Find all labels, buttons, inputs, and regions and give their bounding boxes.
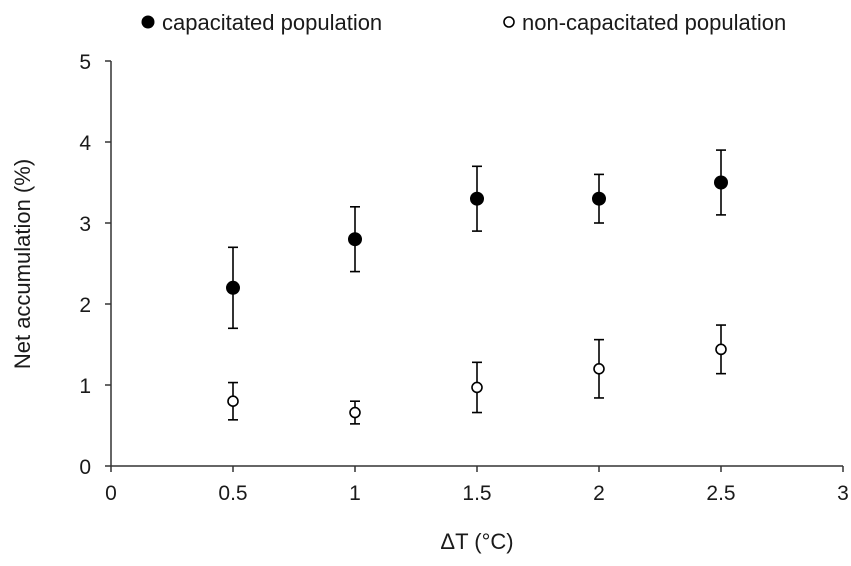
- legend-label-non-capacitated: non-capacitated population: [522, 10, 786, 35]
- data-point: [226, 280, 240, 295]
- legend-label-capacitated: capacitated population: [162, 10, 382, 35]
- y-tick-label: 5: [79, 51, 91, 74]
- series-non-capacitated: [227, 324, 727, 425]
- y-tick-label: 1: [79, 375, 91, 398]
- x-tick-label: 1.5: [462, 482, 491, 505]
- x-tick-label: 3: [837, 482, 849, 505]
- data-point: [470, 191, 484, 206]
- x-tick-label: 0.5: [218, 482, 247, 505]
- y-axis-label: Net accumulation (%): [10, 159, 35, 369]
- data-point: [593, 362, 605, 375]
- y-tick-label: 3: [79, 213, 91, 236]
- x-tick-label: 0: [105, 482, 117, 505]
- x-tick-label: 1: [349, 482, 361, 505]
- ticks: 0 0.5 1 1.5 2 2.5 3 0 1 2 3 4 5: [79, 51, 849, 505]
- data-point: [715, 343, 727, 356]
- data-point: [227, 395, 239, 408]
- legend-marker-capacitated: [141, 15, 155, 29]
- data-point: [349, 406, 361, 419]
- plot-area: [226, 149, 728, 425]
- series-capacitated: [226, 149, 728, 330]
- legend: capacitated population non-capacitated p…: [141, 10, 786, 35]
- data-point: [714, 175, 728, 190]
- x-tick-label: 2: [593, 482, 605, 505]
- y-tick-label: 2: [79, 294, 91, 317]
- data-point: [471, 381, 483, 394]
- legend-marker-non-capacitated: [503, 16, 515, 28]
- data-point: [592, 191, 606, 206]
- data-point: [348, 232, 362, 247]
- y-tick-label: 0: [79, 456, 91, 479]
- x-tick-label: 2.5: [706, 482, 735, 505]
- y-tick-label: 4: [79, 132, 91, 155]
- x-axis-label: ΔT (°C): [440, 529, 513, 554]
